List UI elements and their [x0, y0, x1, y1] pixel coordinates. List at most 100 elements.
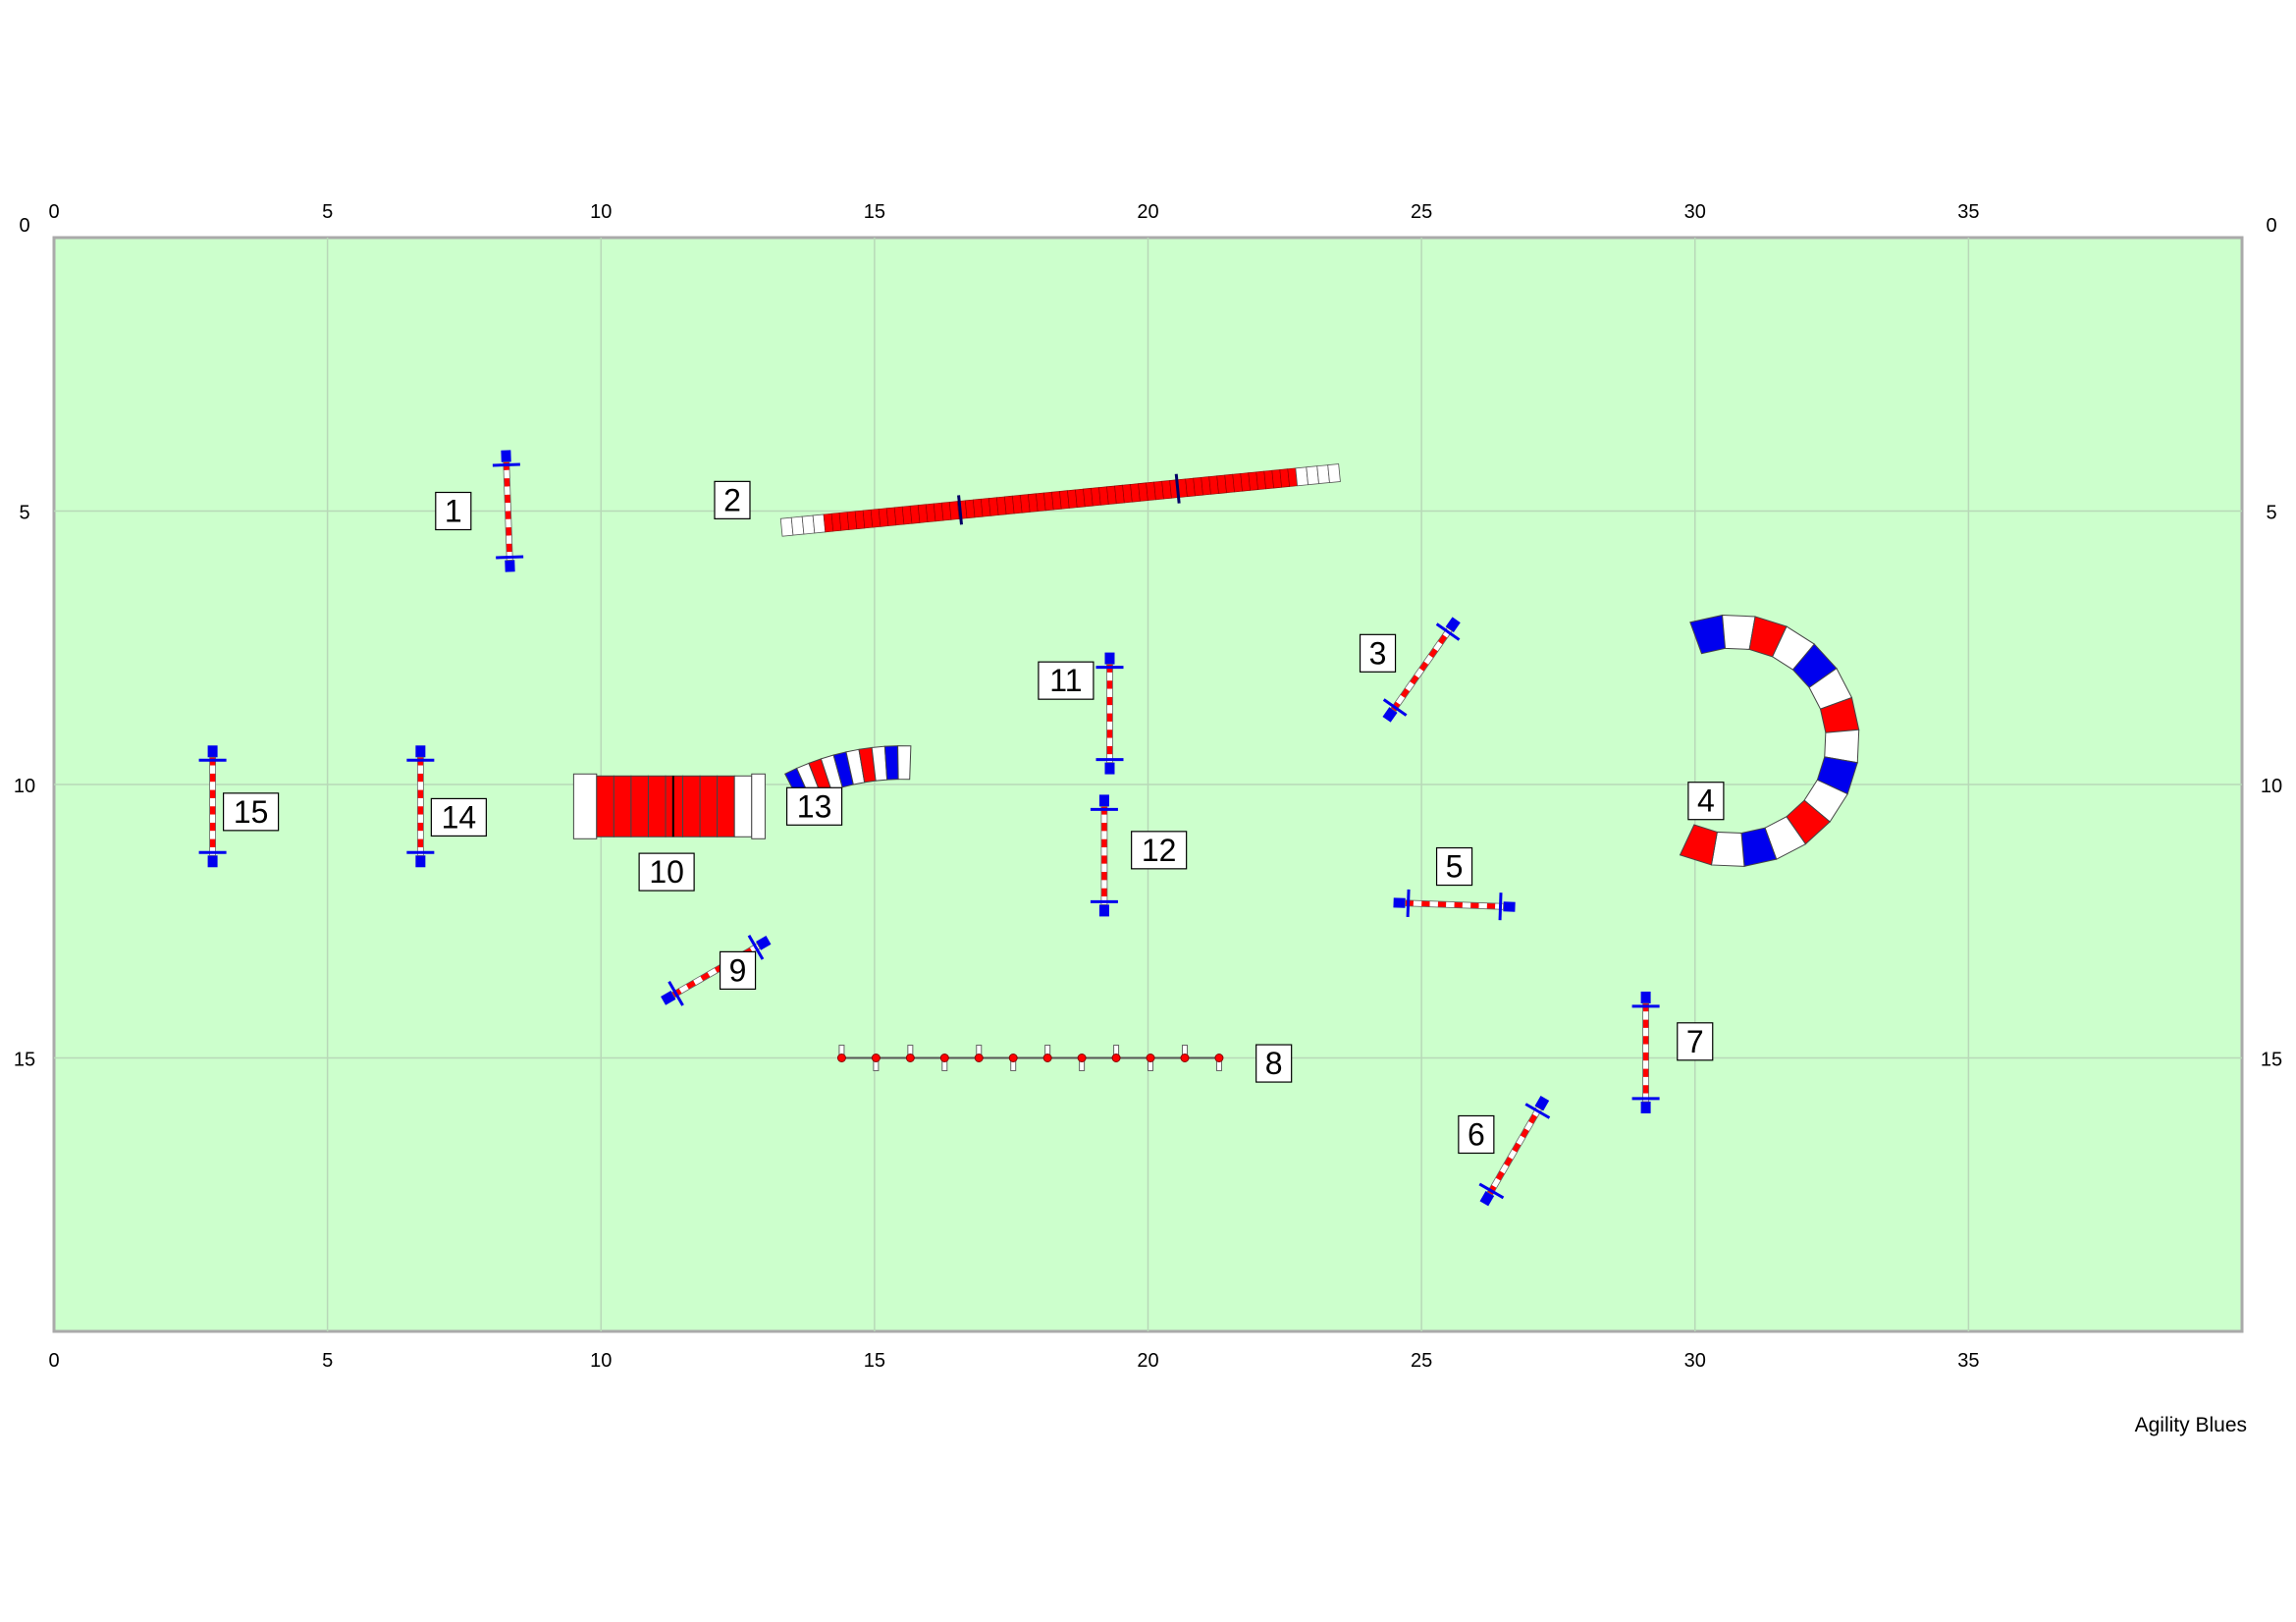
jump-obstacle-1 [492, 450, 524, 572]
jump-bar-segment [1413, 900, 1422, 907]
jump-bar-segment [1100, 863, 1107, 873]
number-box [1131, 831, 1188, 870]
jump-bar-segment [1414, 668, 1424, 678]
jump-bar-segment [1410, 675, 1419, 685]
jump-standard [1382, 698, 1408, 717]
weave-pole [871, 1054, 881, 1062]
chute-obstacle-13 [572, 773, 766, 839]
jump-wing [505, 560, 515, 572]
chute-segment [751, 773, 766, 839]
dogwalk-contact-slat [790, 515, 805, 536]
number-box [1677, 1022, 1714, 1061]
jump-bar-segment [209, 814, 216, 823]
jump-bar-segment [209, 765, 216, 774]
obstacle-number-label-10: 10 [638, 852, 695, 892]
jump-bar-segment [1100, 838, 1107, 848]
jump-bar-segment [1429, 900, 1439, 907]
dogwalk-support [1174, 473, 1181, 504]
jump-bar-segment [1642, 1019, 1649, 1028]
jump-bar-segment [1462, 901, 1471, 909]
chute-segment [682, 775, 701, 838]
dogwalk-contact-slat [1295, 466, 1309, 487]
dogwalk-obstacle-2 [779, 463, 1341, 537]
jump-bar-segment [417, 822, 424, 832]
x-tick-label-top: 35 [1957, 201, 1979, 223]
jump-bar-segment [209, 822, 216, 832]
y-tick-label-right: 15 [2261, 1050, 2282, 1071]
jump-obstacle-6 [1478, 1095, 1551, 1207]
jump-bar-segment [1642, 1052, 1649, 1061]
jump-bar-segment [1642, 1060, 1649, 1069]
jump-bar-segment [209, 782, 216, 790]
x-tick-label-bottom: 15 [864, 1350, 885, 1372]
jump-obstacle-3 [1382, 617, 1461, 723]
jump-bar-segment [1437, 634, 1448, 645]
jump-bar-segment [1478, 902, 1487, 909]
number-text: 14 [442, 799, 477, 835]
jump-bar-segment [1503, 1156, 1514, 1167]
x-tick-label-top: 15 [864, 201, 885, 223]
jump-bar-segment [504, 469, 510, 479]
jump-bar-segment [1642, 1044, 1649, 1053]
jump-standard [1498, 892, 1503, 921]
x-tick-label-top: 30 [1684, 201, 1706, 223]
jump-bar-segment [504, 478, 510, 487]
jump-standard [747, 935, 765, 960]
dogwalk-contact-slat [801, 514, 816, 535]
weave-pole [1111, 1054, 1121, 1062]
x-tick-label-bottom: 10 [590, 1350, 612, 1372]
y-tick-label-left: 0 [19, 215, 29, 237]
jump-wing [1104, 652, 1115, 665]
jump-bar-segment [1106, 680, 1113, 689]
x-tick-label-bottom: 35 [1957, 1350, 1979, 1372]
jump-bar-segment [678, 984, 689, 994]
obstacle-number-label-2: 2 [714, 480, 751, 519]
number-text: 9 [729, 952, 747, 988]
jump-wing [1382, 707, 1398, 723]
number-text: 11 [1049, 663, 1082, 698]
jump-standard [1406, 889, 1411, 917]
jump-bar-segment [1106, 696, 1113, 706]
jump-bar-segment [1642, 1068, 1649, 1077]
jump-bar-segment [1106, 721, 1113, 730]
jump-bar-outline [1106, 664, 1113, 763]
dogwalk-contact-slat [812, 514, 827, 534]
obstacle-number-label-7: 7 [1677, 1022, 1714, 1061]
jump-wing [1445, 617, 1461, 632]
chute-segment [613, 775, 632, 838]
jump-bar-segment [209, 838, 216, 847]
tunnel-segment [883, 745, 899, 781]
jump-bar-segment [1642, 1036, 1649, 1045]
weave-pole [1180, 1054, 1190, 1062]
number-box [1458, 1114, 1495, 1155]
x-tick-label-top: 20 [1137, 201, 1158, 223]
jump-bar-segment [1405, 680, 1415, 692]
jump-wing [1534, 1095, 1550, 1111]
obstacle-number-label-9: 9 [719, 950, 757, 990]
jump-bar-segment [1512, 1142, 1522, 1153]
obstacle-number-label-6: 6 [1458, 1114, 1495, 1155]
jump-bar-outline [1390, 626, 1453, 713]
jump-bar-segment [693, 976, 704, 986]
jump-bar-segment [1508, 1149, 1518, 1160]
number-box [719, 950, 757, 990]
jump-bar-segment [1100, 823, 1107, 832]
jump-bar-segment [1437, 900, 1447, 908]
jump-bar-segment [417, 806, 424, 815]
jump-bar-segment [1520, 1128, 1529, 1139]
jump-bar-segment [1100, 855, 1107, 864]
y-tick-label-left: 10 [14, 776, 35, 797]
weave-pole [836, 1054, 846, 1062]
tunnel-obstacle-10 [784, 745, 912, 805]
jump-bar-segment [417, 789, 424, 798]
jump-wing [415, 745, 426, 758]
x-tick-label-bottom: 30 [1684, 1350, 1706, 1372]
obstacle-number-label-1: 1 [435, 491, 472, 531]
jump-bar-segment [1100, 847, 1107, 856]
number-box [1435, 846, 1473, 887]
jump-bar-segment [1106, 705, 1113, 714]
number-text: 4 [1697, 784, 1715, 819]
jump-bar-segment [209, 831, 216, 839]
